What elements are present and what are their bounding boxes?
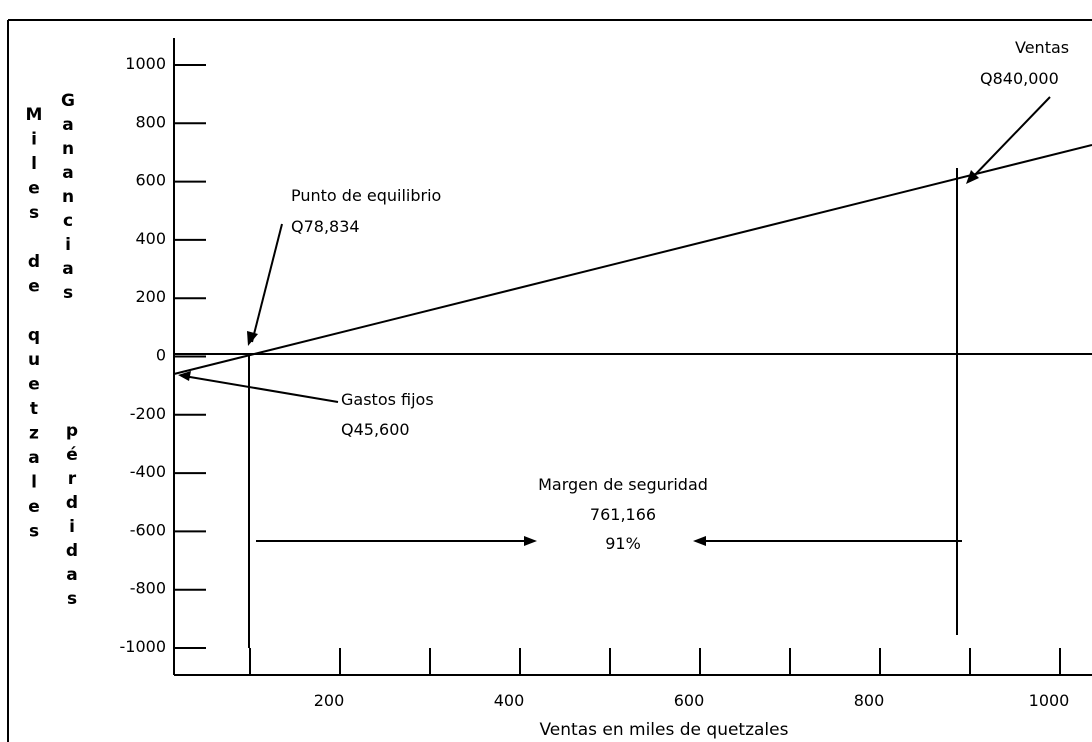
series-line <box>173 144 1092 375</box>
y-tick-label: -200 <box>130 404 166 423</box>
x-tick-label: 600 <box>674 691 705 710</box>
y-label-letter: n <box>62 139 74 159</box>
y-label-letter: d <box>28 252 40 272</box>
y-tick-label: 200 <box>135 287 166 306</box>
y-tick-label: -600 <box>130 520 166 539</box>
sales-arrow <box>969 96 1051 181</box>
y-label-letter: d <box>66 493 78 513</box>
fixed-costs-value: Q45,600 <box>341 420 410 439</box>
y-label-letter: e <box>28 179 40 199</box>
break-even-value: Q78,834 <box>291 217 360 236</box>
y-label-letter: u <box>28 350 40 370</box>
y-label-letter: e <box>28 277 40 297</box>
y-tick-label: -400 <box>130 462 166 481</box>
break-even-label: Punto de equilibrio <box>291 186 441 205</box>
safety-margin-label: Margen de seguridad <box>538 475 708 494</box>
y-tick-label: 1000 <box>125 54 166 73</box>
y-label-letter: n <box>62 187 74 207</box>
x-tick-label: 800 <box>854 691 885 710</box>
break-even-arrow <box>251 223 283 343</box>
y-ticks: 1000 800 600 400 200 0 -200 -400 -600 -800 -1000 <box>120 54 206 656</box>
y-label-letter: l <box>31 154 37 174</box>
y-tick-label: 800 <box>135 112 166 131</box>
y-tick-label: 0 <box>156 346 166 365</box>
x-tick-label: 1000 <box>1029 691 1070 710</box>
y-label-letter: c <box>63 211 73 231</box>
y-label-letter: s <box>67 589 77 609</box>
y-label-letter: a <box>28 448 39 468</box>
y-label-letter: é <box>66 445 78 465</box>
y-label-letter: p <box>66 421 78 441</box>
sales-label: Ventas <box>1015 38 1069 57</box>
y-label-letter: a <box>62 163 73 183</box>
y-tick-label: -1000 <box>120 637 167 656</box>
sales-value: Q840,000 <box>980 69 1059 88</box>
break-even-arrowhead <box>247 331 258 346</box>
margin-arrowhead-left <box>524 536 537 546</box>
y-tick-label: 400 <box>135 229 166 248</box>
y-label-letter: i <box>31 130 37 150</box>
y-label-letter: e <box>28 375 40 395</box>
y-label-letter: d <box>66 541 78 561</box>
y-label-letter: i <box>65 235 71 255</box>
y-label-letter: r <box>68 469 77 489</box>
fixed-costs-arrow <box>183 375 339 403</box>
x-tick-label: 400 <box>494 691 525 710</box>
y-label-letter: a <box>62 115 73 135</box>
y-label-letter: G <box>61 91 75 111</box>
safety-margin-percent: 91% <box>605 534 641 553</box>
sales-arrowhead <box>966 170 979 184</box>
y-label-letter: z <box>29 424 39 444</box>
y-tick-label: 600 <box>135 171 166 190</box>
y-tick-label: -800 <box>130 579 166 598</box>
x-tick-label: 200 <box>314 691 345 710</box>
y-label-letter: l <box>31 473 37 493</box>
y-label-letter: a <box>62 259 73 279</box>
y-label-letter: s <box>29 203 39 223</box>
fixed-costs-arrowhead <box>178 371 191 381</box>
fixed-costs-label: Gastos fijos <box>341 390 434 409</box>
y-label-letter: e <box>28 497 40 517</box>
x-ticks: 200 400 600 800 1000 <box>249 648 1070 710</box>
safety-margin-value: 761,166 <box>590 505 656 524</box>
x-axis-label: Ventas en miles de quetzales <box>540 720 789 740</box>
y-label-letter: a <box>66 565 77 585</box>
y-label-letter: i <box>69 517 75 537</box>
y-label-letter: t <box>30 399 38 419</box>
y-label-letter: q <box>28 326 40 346</box>
y-label-letter: s <box>63 283 73 303</box>
margin-arrowhead-right <box>693 536 706 546</box>
y-label-letter: s <box>29 522 39 542</box>
y-label-letter: M <box>26 105 43 125</box>
